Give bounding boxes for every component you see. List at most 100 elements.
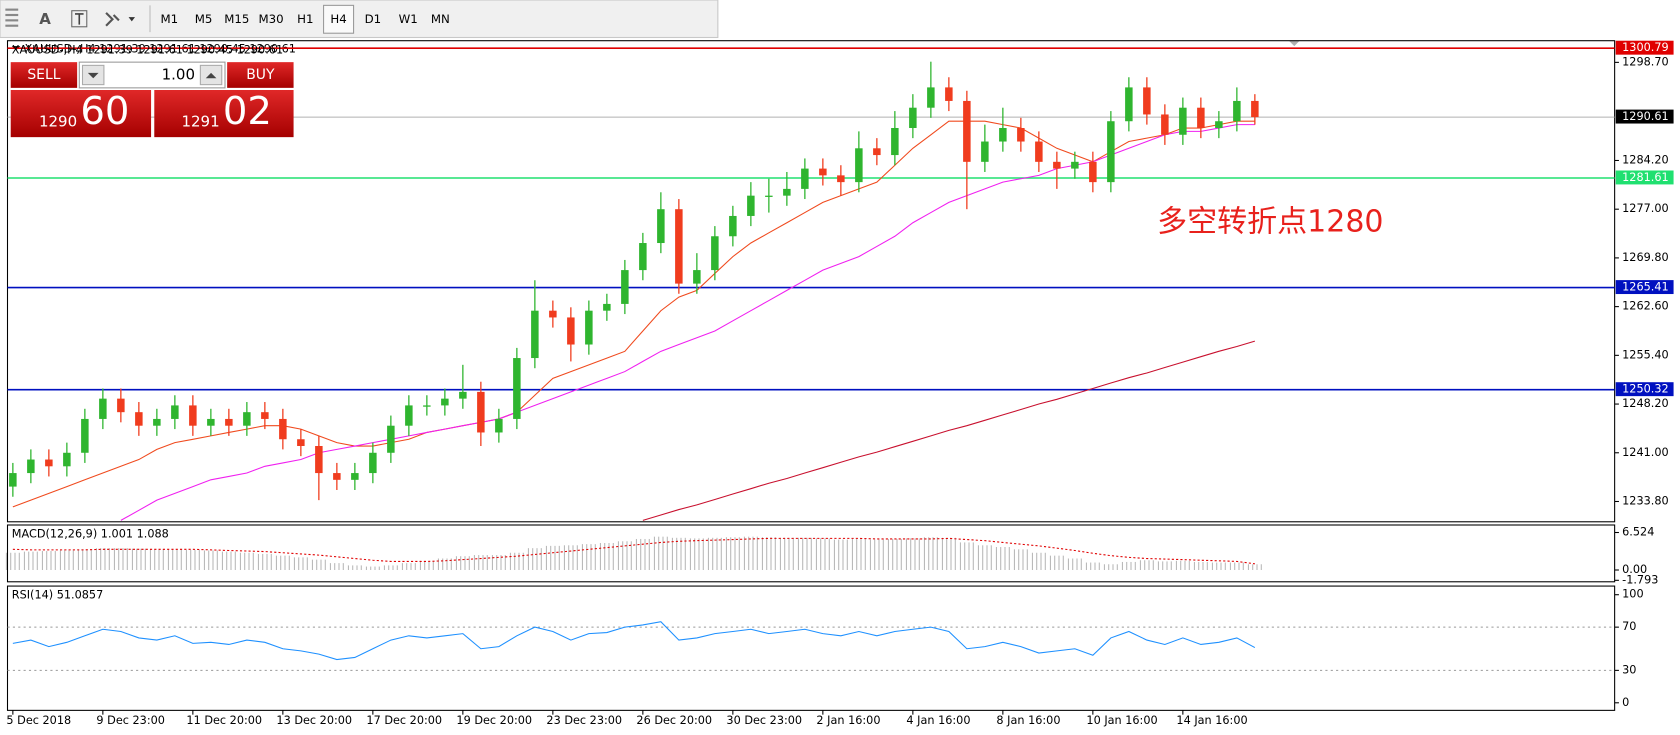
candle-body [891, 127, 899, 156]
shapes-tool[interactable] [105, 12, 135, 27]
candle-body [1161, 114, 1169, 135]
x-tick-label: 11 Dec 20:00 [186, 714, 262, 727]
candle-body [207, 418, 215, 426]
candle-body [189, 405, 197, 426]
candle-body [567, 317, 575, 345]
timeframe-button[interactable]: W1 [399, 12, 418, 26]
rsi-line [12, 621, 1256, 661]
candle-body [171, 405, 179, 419]
candle-body [405, 405, 413, 426]
candle-body [27, 459, 35, 474]
x-tick-label: 17 Dec 20:00 [366, 714, 442, 727]
candle-body [927, 87, 935, 108]
candle-body [333, 473, 341, 480]
y-tick-label: 1262.60 [1622, 300, 1669, 313]
candle-body [243, 412, 251, 426]
timeframe-button[interactable]: D1 [365, 12, 382, 26]
buy-label[interactable]: BUY [246, 67, 275, 83]
y-tick-label: 70 [1622, 620, 1636, 633]
candle-body [801, 168, 809, 189]
lot-value[interactable]: 1.00 [162, 66, 195, 84]
timeframe-button[interactable]: M5 [195, 12, 213, 26]
panel-title: RSI(14) 51.0857 [12, 589, 103, 602]
candle-body [711, 236, 719, 271]
candle-body [621, 270, 629, 304]
timeframe-button[interactable]: M1 [160, 12, 178, 26]
timeframe-button[interactable]: H1 [297, 12, 313, 26]
signal-line [12, 537, 1255, 565]
candle-body [639, 243, 647, 271]
toolbar-grip [5, 8, 19, 27]
candle-body [1107, 121, 1115, 183]
candle-body [603, 303, 611, 311]
candle-body [1197, 107, 1205, 128]
text-tool[interactable]: A [39, 10, 51, 28]
candle-body [495, 418, 503, 433]
candle-body [963, 100, 971, 162]
candle-body [945, 87, 953, 101]
price-level-tag [1615, 382, 1674, 397]
candle-body [1089, 161, 1097, 183]
trade-panel: SELL 1.00 BUY 1290 60 1291 02 [10, 61, 294, 138]
y-tick-label: 1277.00 [1622, 202, 1669, 215]
candle-body [1053, 161, 1061, 169]
lot-down-arrow [87, 72, 99, 79]
candle-body [81, 418, 89, 453]
x-tick-label: 19 Dec 20:00 [456, 714, 532, 727]
candle-body [135, 412, 143, 426]
candle-body [261, 412, 269, 419]
y-tick-label: 6.524 [1622, 526, 1654, 539]
y-tick-label: 1233.80 [1622, 494, 1669, 507]
x-tick-label: 2 Jan 16:00 [816, 714, 880, 727]
price-level-label: 1250.32 [1622, 383, 1669, 396]
x-tick-label: 30 Dec 23:00 [726, 714, 802, 727]
text-label-tool[interactable] [71, 10, 88, 28]
candle-body [423, 405, 431, 407]
candle-body [9, 473, 17, 487]
sell-price-box[interactable] [10, 90, 152, 138]
timeframe-button[interactable]: MN [431, 12, 450, 26]
moving-average [12, 120, 1255, 508]
panel-frame [6, 524, 1616, 583]
candle-body [279, 418, 287, 440]
buy-button[interactable] [227, 62, 294, 88]
candle-body [477, 391, 485, 433]
shift-marker [1288, 40, 1300, 47]
candle-body [441, 398, 449, 406]
plots: 1300.79 1290.61 1281.61 1265.41 1250.32 1298.… [5, 40, 1674, 727]
panel-frame [6, 40, 1616, 523]
x-tick-label: 8 Jan 16:00 [996, 714, 1060, 727]
buy-price-pips: 02 [223, 89, 272, 134]
y-tick-label: 1248.20 [1622, 397, 1669, 410]
timeframe-button[interactable]: H4 [330, 12, 346, 26]
candle-body [351, 473, 359, 480]
timeframe-bar: M1 M5 M15 M30 H1 H4 D1 W1 MN [160, 4, 450, 34]
sell-label[interactable]: SELL [27, 67, 60, 83]
panel-title: MACD(12,26,9) 1.001 1.088 [12, 528, 169, 541]
candle-body [1125, 87, 1133, 122]
price-level-label: 1300.79 [1622, 41, 1669, 54]
price-level-tag [1615, 109, 1674, 124]
candle-body [369, 452, 377, 474]
x-tick-label: 5 Dec 2018 [6, 714, 71, 727]
y-tick-label: 0 [1622, 696, 1629, 709]
timeframe-button[interactable]: M30 [259, 12, 284, 26]
candle-body [783, 188, 791, 196]
candle-body [459, 391, 467, 399]
candle-body [837, 175, 845, 183]
y-tick-label: 1255.40 [1622, 348, 1669, 361]
timeframe-button[interactable]: M15 [224, 12, 249, 26]
candle-body [855, 148, 863, 183]
y-tick-label: 1284.20 [1622, 153, 1669, 166]
candle-body [1179, 107, 1187, 135]
candle-body [45, 459, 53, 467]
buy-price-box[interactable] [154, 90, 294, 138]
candle-body [729, 215, 737, 237]
x-tick-label: 23 Dec 23:00 [546, 714, 622, 727]
candle-body [1017, 127, 1025, 142]
sell-button[interactable] [10, 62, 78, 88]
candle-body [585, 310, 593, 345]
candle-body [1215, 121, 1223, 128]
x-tick-label: 4 Jan 16:00 [906, 714, 970, 727]
